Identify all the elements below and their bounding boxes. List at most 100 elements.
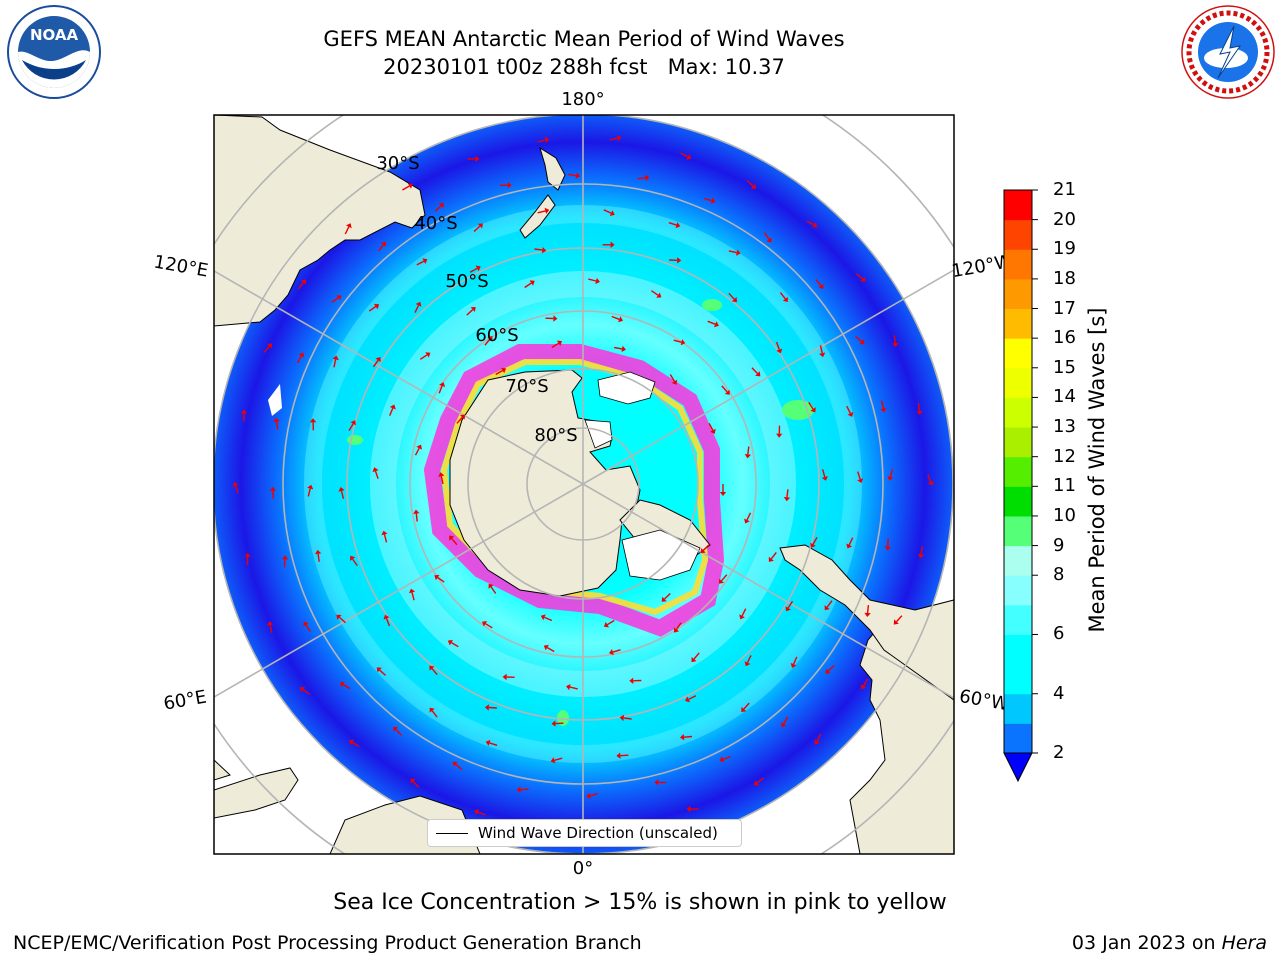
wind-arrow-shaft (620, 754, 629, 757)
wind-arrow-shaft (383, 534, 388, 543)
wind-arrow-head (460, 414, 465, 420)
wind-arrow-shaft (440, 476, 444, 485)
legend-label: Wind Wave Direction (unscaled) (478, 824, 718, 842)
wind-arrow-head (618, 316, 623, 323)
wind-arrow-shaft (770, 551, 777, 560)
colorbar-band-6 (1004, 545, 1032, 576)
wind-arrow-shaft (775, 341, 780, 350)
wind-arrow-head (447, 639, 453, 646)
wind-arrow-head (438, 472, 445, 477)
wind-arrow-head (516, 786, 521, 793)
wind-arrow-head (298, 352, 305, 358)
ronne-ice-shelf (621, 529, 701, 581)
map-legend: Wind Wave Direction (unscaled) (427, 819, 742, 847)
wind-arrow-head (810, 407, 816, 413)
wind-arrow-shaft (297, 282, 304, 290)
wind-arrow-head (408, 588, 416, 594)
wind-arrow-shaft (469, 267, 478, 273)
wind-arrow-shaft (702, 544, 710, 551)
wind-arrow-head (575, 172, 581, 179)
wind-arrow-shaft (889, 469, 894, 478)
colorbar-band-3 (1004, 634, 1032, 665)
wind-arrow-shaft (415, 513, 418, 522)
wind-arrow-head (675, 222, 681, 229)
wind-arrow-shaft (819, 345, 823, 354)
wind-arrow-head (754, 780, 760, 786)
plot-subtitle: 20230101 t00z 288h fcst Max: 10.37 (383, 55, 785, 79)
lon-label-60e: 60°E (162, 686, 208, 714)
wind-arrow-shaft (808, 402, 814, 410)
wind-arrow-shaft (812, 537, 818, 545)
wind-arrow-shaft (827, 664, 835, 672)
colorbar-tick-label: 9 (1053, 534, 1065, 556)
wind-arrow-head (846, 543, 853, 549)
wind-arrow-head (566, 684, 571, 691)
wind-arrow-head (501, 367, 506, 374)
wind-arrow-shaft (263, 345, 270, 353)
wind-arrow-head (348, 739, 354, 746)
wind-arrow-shaft (707, 320, 716, 325)
wind-arrow-shaft (588, 278, 597, 282)
wind-arrow-head (927, 480, 934, 486)
wind-arrow-shaft (389, 407, 394, 416)
wind-arrow-head (273, 417, 280, 423)
colorbar-band-2 (1004, 664, 1032, 695)
colorbar (1003, 189, 1038, 783)
wind-arrow-shaft (703, 197, 712, 202)
wind-arrow-head (556, 340, 562, 346)
wind-arrow-shaft (451, 641, 459, 648)
wind-arrow-shaft (402, 185, 410, 191)
wind-arrow-head (529, 280, 535, 286)
wind-arrow-head (790, 662, 797, 668)
wind-arrow-head (654, 779, 659, 786)
wind-arrow-shaft (372, 359, 379, 368)
wind-arrow-head (819, 352, 826, 358)
wind-arrow-shaft (431, 710, 438, 718)
wind-arrow-shaft (524, 282, 532, 289)
wind-arrow-head (821, 476, 828, 481)
wind-arrow-shaft (351, 741, 360, 748)
wind-arrow-head (267, 343, 273, 349)
wind-arrow-head (671, 379, 678, 385)
wind-arrow-head (825, 668, 831, 674)
wind-arrow-shaft (466, 309, 474, 316)
wind-arrow-head (744, 518, 750, 524)
wind-arrow-head (656, 292, 662, 298)
ross-ice-shelf (597, 371, 656, 405)
wind-arrow-shaft (779, 292, 786, 300)
wind-arrow-shaft (856, 273, 863, 280)
wind-arrow-head (893, 619, 899, 625)
wind-arrow-shaft (307, 488, 311, 497)
wind-arrow-head (502, 673, 507, 681)
wind-arrow-shaft (688, 695, 697, 700)
wind-arrow-head (785, 606, 791, 612)
wind-arrow-shaft (606, 619, 615, 626)
wind-arrow-head (350, 555, 356, 561)
wind-arrow-head (750, 183, 756, 189)
wind-arrow-head (487, 336, 493, 342)
wind-arrow-head (619, 714, 625, 722)
lon-label-0: 0° (573, 858, 593, 879)
wind-arrow-head (553, 315, 558, 322)
colorbar-band-10 (1004, 427, 1032, 458)
wind-arrow-head (438, 203, 444, 209)
wind-arrow-shaft (786, 489, 789, 498)
wind-arrow-head (603, 621, 609, 628)
lat-label-30s: 30°S (376, 153, 419, 174)
wind-arrow-shaft (568, 173, 577, 177)
wind-arrow-head (610, 241, 615, 248)
nws-logo (1181, 5, 1275, 99)
wind-arrow-head (429, 665, 435, 671)
wind-arrow-head (586, 792, 591, 799)
wind-arrow-head (350, 420, 356, 426)
colorbar-tick-label: 12 (1053, 445, 1076, 467)
wind-arrow-shaft (637, 177, 646, 180)
colorbar-extend-triangle (1003, 752, 1033, 783)
wind-arrow-head (860, 684, 867, 690)
wind-arrow-head (755, 371, 761, 377)
noaa-logo-text: NOAA (30, 26, 79, 44)
wind-arrow-head (744, 661, 751, 667)
wind-arrow-head (383, 614, 390, 620)
wind-arrow-shaft (333, 359, 337, 368)
